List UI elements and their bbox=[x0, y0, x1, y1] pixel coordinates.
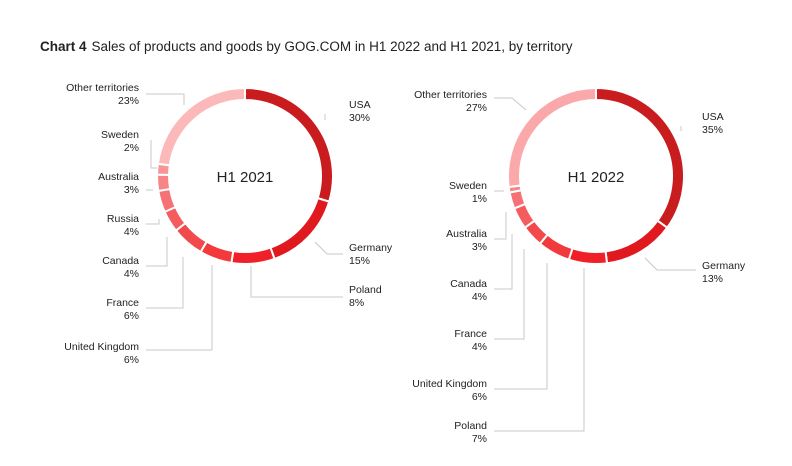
slice-label-france: France bbox=[454, 328, 487, 340]
slice-value-france: 6% bbox=[124, 310, 139, 322]
slice-label-sweden: Sweden bbox=[101, 129, 139, 141]
slice-other-territories bbox=[507, 86, 597, 189]
slice-value-poland: 7% bbox=[472, 433, 487, 445]
slice-poland bbox=[567, 247, 609, 265]
slice-value-sweden: 2% bbox=[124, 142, 139, 154]
slice-label-canada: Canada bbox=[450, 278, 487, 290]
slice-label-australia: Australia bbox=[98, 171, 139, 183]
slice-label-russia: Russia bbox=[107, 213, 139, 225]
slice-value-usa: 35% bbox=[702, 124, 723, 136]
slice-value-united-kingdom: 6% bbox=[124, 354, 139, 366]
leader-line-russia bbox=[146, 219, 160, 225]
leader-line-germany bbox=[644, 257, 696, 271]
slice-label-united-kingdom: United Kingdom bbox=[64, 341, 139, 353]
leader-line-canada bbox=[494, 234, 513, 290]
leader-line-australia bbox=[494, 212, 507, 240]
slice-label-united-kingdom: United Kingdom bbox=[412, 378, 487, 390]
chart-number: Chart 4 bbox=[40, 39, 87, 54]
slice-value-france: 4% bbox=[472, 341, 487, 353]
donut-center-label: H1 2022 bbox=[568, 169, 625, 186]
slice-label-australia: Australia bbox=[446, 228, 487, 240]
leader-line-poland bbox=[250, 266, 343, 298]
slice-label-other-territories: Other territories bbox=[414, 89, 487, 101]
slice-label-germany: Germany bbox=[702, 260, 746, 272]
slice-label-poland: Poland bbox=[454, 420, 487, 432]
slice-value-other-territories: 23% bbox=[118, 95, 139, 107]
slice-label-usa: USA bbox=[702, 111, 724, 123]
leader-line-france bbox=[146, 257, 184, 309]
slice-germany bbox=[604, 219, 669, 265]
slice-label-canada: Canada bbox=[102, 255, 139, 267]
slice-value-united-kingdom: 6% bbox=[472, 391, 487, 403]
slice-label-sweden: Sweden bbox=[449, 180, 487, 192]
slice-value-australia: 3% bbox=[472, 241, 487, 253]
leader-line-other-territories bbox=[146, 93, 185, 105]
slice-label-germany: Germany bbox=[349, 242, 393, 254]
slice-label-poland: Poland bbox=[349, 284, 382, 296]
slice-germany bbox=[269, 196, 331, 261]
leader-line-poland bbox=[494, 268, 585, 432]
chart-title-text: Sales of products and goods by GOG.COM i… bbox=[91, 39, 573, 54]
slice-other-territories bbox=[156, 86, 246, 167]
slice-russia bbox=[157, 187, 177, 214]
slice-value-sweden: 1% bbox=[472, 193, 487, 205]
slice-value-canada: 4% bbox=[124, 268, 139, 280]
slice-value-usa: 30% bbox=[349, 112, 370, 124]
slice-value-russia: 4% bbox=[124, 226, 139, 238]
leader-line-germany bbox=[314, 241, 343, 255]
leader-line-canada bbox=[146, 237, 168, 267]
slice-label-usa: USA bbox=[349, 99, 371, 111]
slice-value-germany: 15% bbox=[349, 255, 370, 267]
slice-label-other-territories: Other territories bbox=[66, 82, 139, 94]
slice-label-france: France bbox=[106, 297, 139, 309]
leader-line-france bbox=[494, 249, 525, 340]
slice-value-canada: 4% bbox=[472, 291, 487, 303]
slice-value-poland: 8% bbox=[349, 297, 364, 309]
slice-usa bbox=[595, 86, 685, 230]
leader-line-united-kingdom bbox=[146, 265, 213, 351]
chart-title: Chart 4 Sales of products and goods by GO… bbox=[40, 39, 573, 54]
slice-australia bbox=[156, 173, 172, 193]
slice-value-australia: 3% bbox=[124, 184, 139, 196]
leader-line-sweden bbox=[150, 140, 157, 169]
slice-value-other-territories: 27% bbox=[466, 102, 487, 114]
donut-center-label: H1 2021 bbox=[217, 169, 274, 186]
leader-line-other-territories bbox=[494, 97, 527, 111]
leader-line-united-kingdom bbox=[494, 263, 548, 390]
slice-value-germany: 13% bbox=[702, 273, 723, 285]
slice-poland bbox=[230, 246, 276, 265]
